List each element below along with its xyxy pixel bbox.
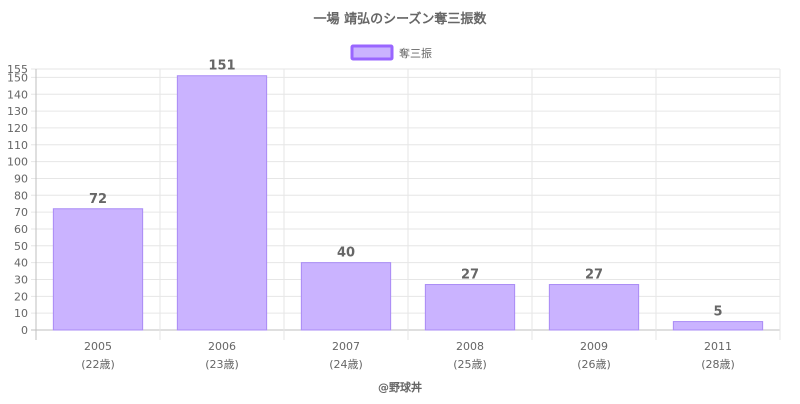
bars <box>52 75 764 331</box>
x-tick-label: 2011 <box>704 340 732 353</box>
x-tick-sublabel: (22歳) <box>81 358 115 371</box>
data-label: 27 <box>461 268 479 283</box>
grid <box>31 68 781 340</box>
y-tick-label: 60 <box>14 223 28 236</box>
x-tick-label: 2008 <box>456 340 484 353</box>
x-tick-label: 2005 <box>84 340 112 353</box>
bar <box>548 284 640 331</box>
y-tick-label: 50 <box>14 240 28 253</box>
legend-swatch <box>350 44 394 61</box>
bar <box>672 321 764 331</box>
data-label: 72 <box>89 192 107 207</box>
y-tick-label: 140 <box>7 88 28 101</box>
x-tick-label: 2007 <box>332 340 360 353</box>
y-tick-label: 155 <box>7 63 28 76</box>
x-tick-sublabel: (25歳) <box>453 358 487 371</box>
chart-title: 一場 靖弘のシーズン奪三振数 <box>314 11 488 27</box>
legend: 奪三振 <box>350 44 432 61</box>
legend-label: 奪三振 <box>399 46 432 60</box>
x-tick-sublabel: (26歳) <box>577 358 611 371</box>
y-tick-label: 0 <box>21 324 28 337</box>
data-label: 5 <box>713 305 722 320</box>
bar <box>176 75 268 331</box>
y-tick-label: 130 <box>7 105 28 118</box>
x-tick-label: 2006 <box>208 340 236 353</box>
chart-credit: @野球丼 <box>378 380 422 394</box>
y-tick-label: 90 <box>14 172 28 185</box>
x-tick-sublabel: (23歳) <box>205 358 239 371</box>
data-label: 40 <box>337 246 355 261</box>
y-tick-label: 10 <box>14 307 28 320</box>
y-tick-label: 70 <box>14 206 28 219</box>
x-tick-sublabel: (28歳) <box>701 358 735 371</box>
y-tick-label: 40 <box>14 257 28 270</box>
bar <box>52 208 144 331</box>
data-label: 151 <box>208 59 235 74</box>
data-label: 27 <box>585 268 603 283</box>
y-tick-label: 110 <box>7 139 28 152</box>
x-tick-sublabel: (24歳) <box>329 358 363 371</box>
x-axis-ticks: 2005 (22歳) 2006 (23歳) 2007 (24歳) 2008 (25歳) 2009… <box>81 340 735 371</box>
y-tick-label: 100 <box>7 156 28 169</box>
bar <box>424 284 516 331</box>
y-tick-label: 120 <box>7 122 28 135</box>
y-tick-label: 20 <box>14 290 28 303</box>
data-labels: 72 151 40 27 27 5 <box>89 59 723 320</box>
y-tick-label: 150 <box>7 71 28 84</box>
y-tick-label: 80 <box>14 189 28 202</box>
x-tick-label: 2009 <box>580 340 608 353</box>
y-tick-label: 30 <box>14 273 28 286</box>
bar <box>300 262 392 331</box>
